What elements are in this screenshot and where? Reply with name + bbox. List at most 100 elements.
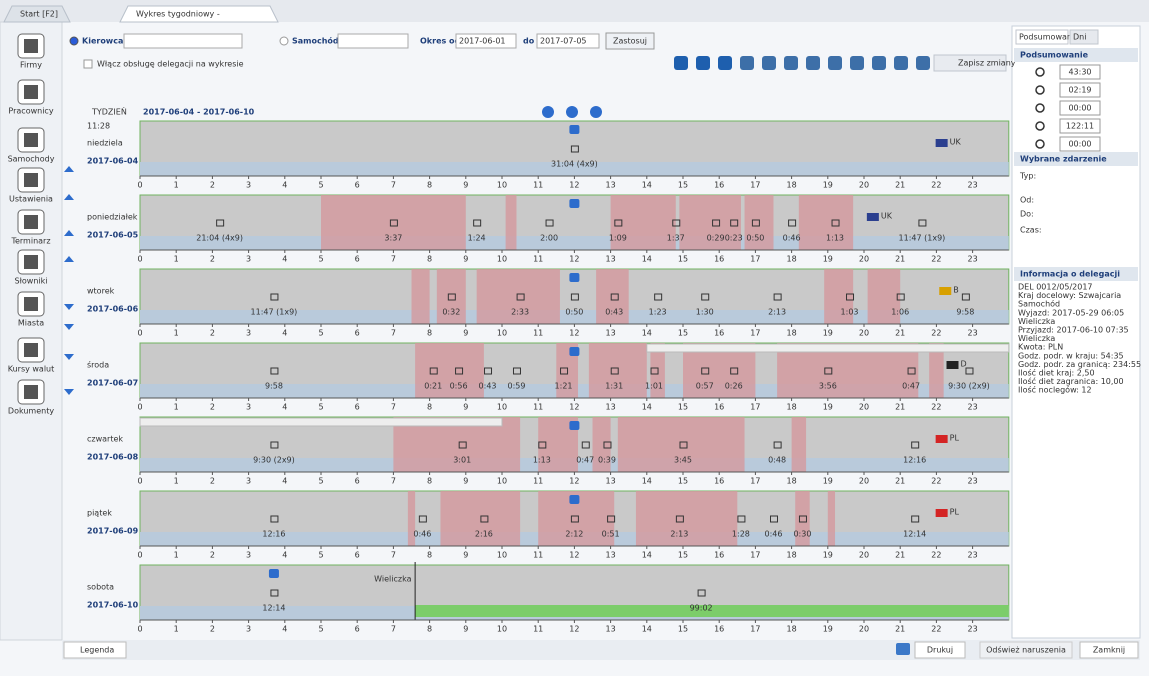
- legend-text[interactable]: Legenda: [80, 646, 114, 655]
- tool-icon[interactable]: [872, 56, 886, 70]
- event-duration[interactable]: 1:24: [468, 234, 486, 243]
- event-duration[interactable]: 1:30: [696, 308, 714, 317]
- event-duration[interactable]: 0:46: [765, 530, 783, 539]
- nav-arrow[interactable]: [64, 324, 74, 330]
- sidebar-label[interactable]: Słowniki: [15, 277, 48, 286]
- tool-icon[interactable]: [850, 56, 864, 70]
- nav-arrow[interactable]: [64, 230, 74, 236]
- event-duration[interactable]: 9:58: [956, 308, 974, 317]
- date-to[interactable]: [536, 33, 600, 49]
- event-duration[interactable]: 1:28: [732, 530, 750, 539]
- rest-block[interactable]: [827, 491, 836, 546]
- refresh-text[interactable]: Odśwież naruszenia: [986, 645, 1066, 655]
- event-duration[interactable]: 2:16: [475, 530, 493, 539]
- zoom-button[interactable]: [590, 106, 602, 118]
- tab-label[interactable]: Wykres tygodniowy -: [136, 10, 220, 19]
- tab[interactable]: [3, 5, 71, 23]
- rest-block[interactable]: [791, 417, 807, 472]
- event-duration[interactable]: 1:23: [649, 308, 667, 317]
- driver-select[interactable]: [123, 33, 243, 49]
- event-duration[interactable]: 12:16: [262, 530, 285, 539]
- event-duration[interactable]: 11:47 (1x9): [251, 308, 298, 317]
- rest-block[interactable]: [596, 269, 629, 324]
- event-duration[interactable]: 0:32: [442, 308, 460, 317]
- tool-icon[interactable]: [784, 56, 798, 70]
- event-duration[interactable]: 9:30 (2x9): [948, 382, 990, 391]
- event-duration[interactable]: 1:01: [645, 382, 663, 391]
- event-duration[interactable]: 3:45: [674, 456, 692, 465]
- tool-icon[interactable]: [718, 56, 732, 70]
- event-duration[interactable]: 0:50: [746, 234, 764, 243]
- event-duration[interactable]: 1:13: [533, 456, 551, 465]
- print-icon[interactable]: [896, 643, 910, 655]
- rest-block[interactable]: [635, 491, 738, 546]
- zoom-button[interactable]: [566, 106, 578, 118]
- tool-icon[interactable]: [696, 56, 710, 70]
- refresh-button[interactable]: [979, 641, 1073, 659]
- panel-tab[interactable]: [1015, 29, 1069, 45]
- drive-block[interactable]: [415, 605, 1009, 617]
- event-duration[interactable]: 31:04 (4x9): [551, 160, 598, 169]
- rest-block[interactable]: [867, 269, 901, 324]
- tool-icon[interactable]: [740, 56, 754, 70]
- nav-arrow[interactable]: [64, 304, 74, 310]
- rest-block[interactable]: [407, 491, 416, 546]
- nav-arrow[interactable]: [64, 354, 74, 360]
- event-duration[interactable]: 3:56: [819, 382, 837, 391]
- sidebar-label[interactable]: Ustawienia: [9, 195, 53, 204]
- nav-arrow[interactable]: [64, 389, 74, 395]
- event-duration[interactable]: 1:09: [609, 234, 627, 243]
- rest-block[interactable]: [436, 269, 466, 324]
- event-duration[interactable]: 9:58: [265, 382, 283, 391]
- event-duration[interactable]: 0:21: [424, 382, 442, 391]
- radio[interactable]: [279, 36, 289, 46]
- sidebar-label[interactable]: Terminarz: [10, 237, 50, 246]
- save-text[interactable]: Zapisz zmiany: [958, 59, 1016, 68]
- rest-block[interactable]: [592, 417, 611, 472]
- sidebar-label[interactable]: Miasta: [18, 319, 44, 328]
- rest-block[interactable]: [440, 491, 521, 546]
- radio[interactable]: [69, 36, 79, 46]
- close-text[interactable]: Zamknij: [1093, 646, 1125, 655]
- event-duration[interactable]: 1:37: [667, 234, 685, 243]
- event-duration[interactable]: 1:06: [891, 308, 909, 317]
- zoom-button[interactable]: [542, 106, 554, 118]
- rest-block[interactable]: [929, 343, 944, 398]
- event-duration[interactable]: 3:37: [384, 234, 402, 243]
- rest-block[interactable]: [415, 343, 484, 398]
- rest-block[interactable]: [505, 195, 517, 250]
- tool-icon[interactable]: [674, 56, 688, 70]
- event-duration[interactable]: 0:59: [507, 382, 525, 391]
- sidebar-label[interactable]: Firmy: [20, 61, 42, 70]
- event-duration[interactable]: 21:04 (4x9): [196, 234, 243, 243]
- nav-arrow[interactable]: [64, 194, 74, 200]
- nav-arrow[interactable]: [64, 166, 74, 172]
- event-duration[interactable]: 99:02: [690, 604, 713, 613]
- event-duration[interactable]: 3:01: [453, 456, 471, 465]
- event-duration[interactable]: 2:33: [511, 308, 529, 317]
- print-button[interactable]: [914, 641, 966, 659]
- checkbox[interactable]: [83, 59, 93, 69]
- tool-icon[interactable]: [894, 56, 908, 70]
- rest-block[interactable]: [795, 491, 810, 546]
- sidebar-label[interactable]: Dokumenty: [8, 407, 54, 416]
- event-duration[interactable]: 12:16: [903, 456, 926, 465]
- event-duration[interactable]: 0:51: [602, 530, 620, 539]
- save-button[interactable]: [933, 54, 1007, 72]
- event-duration[interactable]: 0:50: [565, 308, 583, 317]
- event-duration[interactable]: 1:13: [826, 234, 844, 243]
- event-duration[interactable]: 0:48: [768, 456, 786, 465]
- panel-tab[interactable]: [1069, 29, 1099, 45]
- nav-arrow[interactable]: [64, 256, 74, 262]
- event-duration[interactable]: 0:29: [707, 234, 725, 243]
- rest-block[interactable]: [824, 269, 854, 324]
- sidebar-label[interactable]: Pracownicy: [8, 107, 53, 116]
- tool-icon[interactable]: [916, 56, 930, 70]
- rest-block[interactable]: [321, 195, 466, 250]
- sidebar-label[interactable]: Samochody: [8, 155, 55, 164]
- event-duration[interactable]: 0:43: [605, 308, 623, 317]
- event-duration[interactable]: 0:30: [793, 530, 811, 539]
- event-duration[interactable]: 0:46: [413, 530, 431, 539]
- rest-block[interactable]: [798, 195, 854, 250]
- tab-label[interactable]: Start [F2]: [20, 10, 58, 19]
